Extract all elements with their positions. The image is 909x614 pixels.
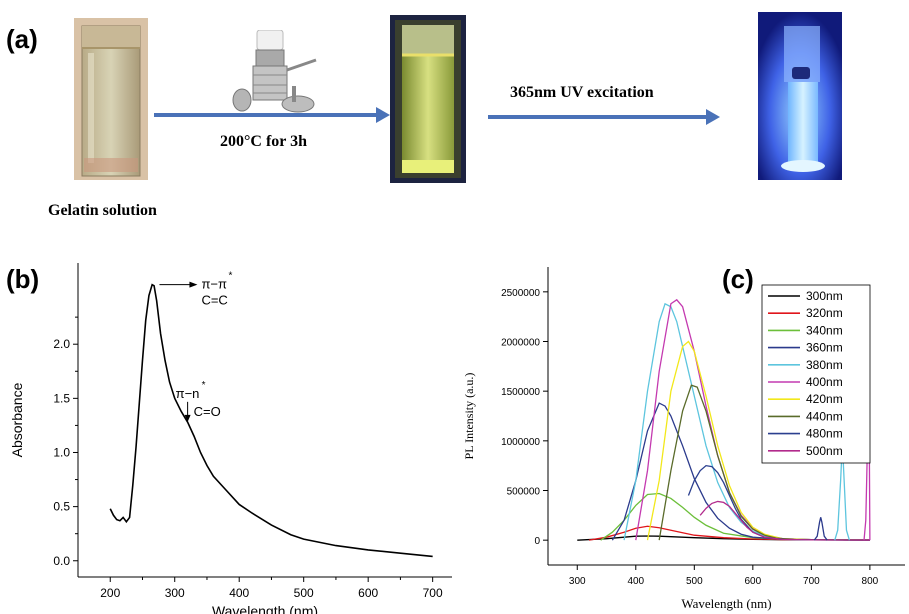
y-tick-label: 0 [534, 536, 540, 547]
legend-entry-360nm: 360nm [806, 341, 843, 355]
x-tick-label: 500 [294, 586, 314, 600]
x-tick-label: 800 [862, 576, 879, 587]
absorbance-series-line [109, 283, 433, 558]
vial-heated-icon [390, 15, 466, 183]
legend-entry-320nm: 320nm [806, 306, 843, 320]
annotation-pi-n-sup: * [202, 380, 206, 391]
vial-gelatin-icon [74, 18, 148, 180]
legend-entry-480nm: 480nm [806, 427, 843, 441]
absorbance-chart: 200 300 400 500 600 700 0.0 0.5 1.0 1.5 2.0 Wavelen… [9, 263, 452, 614]
caption-uv: 365nm UV excitation [510, 84, 654, 101]
x-tick-label: 600 [358, 586, 378, 600]
arrow-heating [154, 107, 390, 123]
autoclave-icon [232, 30, 317, 113]
annotation-co: C=O [194, 404, 221, 419]
vial-uv-glow-icon [758, 12, 842, 180]
x-axis-label: Wavelength (nm) [212, 603, 318, 614]
legend-entry-420nm: 420nm [806, 392, 843, 406]
y-tick-label: 500000 [507, 487, 541, 498]
annotation-cc: C=C [201, 293, 227, 308]
y-axis-label: Absorbance [9, 382, 25, 457]
x-tick-label: 600 [744, 576, 761, 587]
x-tick-label: 400 [627, 576, 644, 587]
x-tick-label: 700 [803, 576, 820, 587]
legend-entry-440nm: 440nm [806, 409, 843, 423]
y-tick-label: 2500000 [501, 288, 540, 299]
x-tick-label: 200 [100, 586, 120, 600]
caption-heat: 200°C for 3h [220, 133, 307, 150]
legend-entry-300nm: 300nm [806, 289, 843, 303]
y-tick-label: 1000000 [501, 437, 540, 448]
legend-entry-500nm: 500nm [806, 444, 843, 458]
panel-b-label: (b) [6, 264, 40, 294]
y-axis-label: PL Intensity (a.u.) [462, 373, 476, 460]
annotation-arrowhead-pi-pi [189, 281, 198, 288]
x-tick-label: 300 [569, 576, 586, 587]
scatter-peak-0 [813, 517, 828, 541]
x-tick-label: 400 [229, 586, 249, 600]
y-tick-label: 0.0 [53, 554, 70, 568]
annotation-arrowhead-pi-n [184, 414, 191, 422]
legend-entry-400nm: 400nm [806, 375, 843, 389]
y-tick-label: 0.5 [53, 500, 70, 514]
legend-entry-380nm: 380nm [806, 358, 843, 372]
y-tick-label: 1500000 [501, 387, 540, 398]
panel-c-label: (c) [722, 264, 754, 294]
y-tick-label: 1.5 [53, 391, 70, 405]
caption-gelatin: Gelatin solution [48, 202, 157, 219]
y-tick-label: 2.0 [53, 337, 70, 351]
y-tick-label: 2000000 [501, 338, 540, 349]
x-tick-label: 500 [686, 576, 703, 587]
pl-intensity-chart: 300 400 500 600 700 800 0 500000 1000000 1500000 2… [462, 267, 905, 611]
panel-a-label: (a) [6, 24, 38, 54]
x-tick-label: 300 [165, 586, 185, 600]
x-axis-label: Wavelength (nm) [681, 596, 771, 611]
series-line-500nm [699, 500, 870, 541]
annotation-pi-pi-sup: * [228, 271, 232, 282]
y-tick-label: 1.0 [53, 445, 70, 459]
legend-entry-340nm: 340nm [806, 323, 843, 337]
x-tick-label: 700 [423, 586, 443, 600]
arrow-uv [488, 109, 720, 125]
annotation-pi-pi: π−π [201, 277, 227, 292]
annotation-pi-n: π−n [176, 386, 200, 401]
